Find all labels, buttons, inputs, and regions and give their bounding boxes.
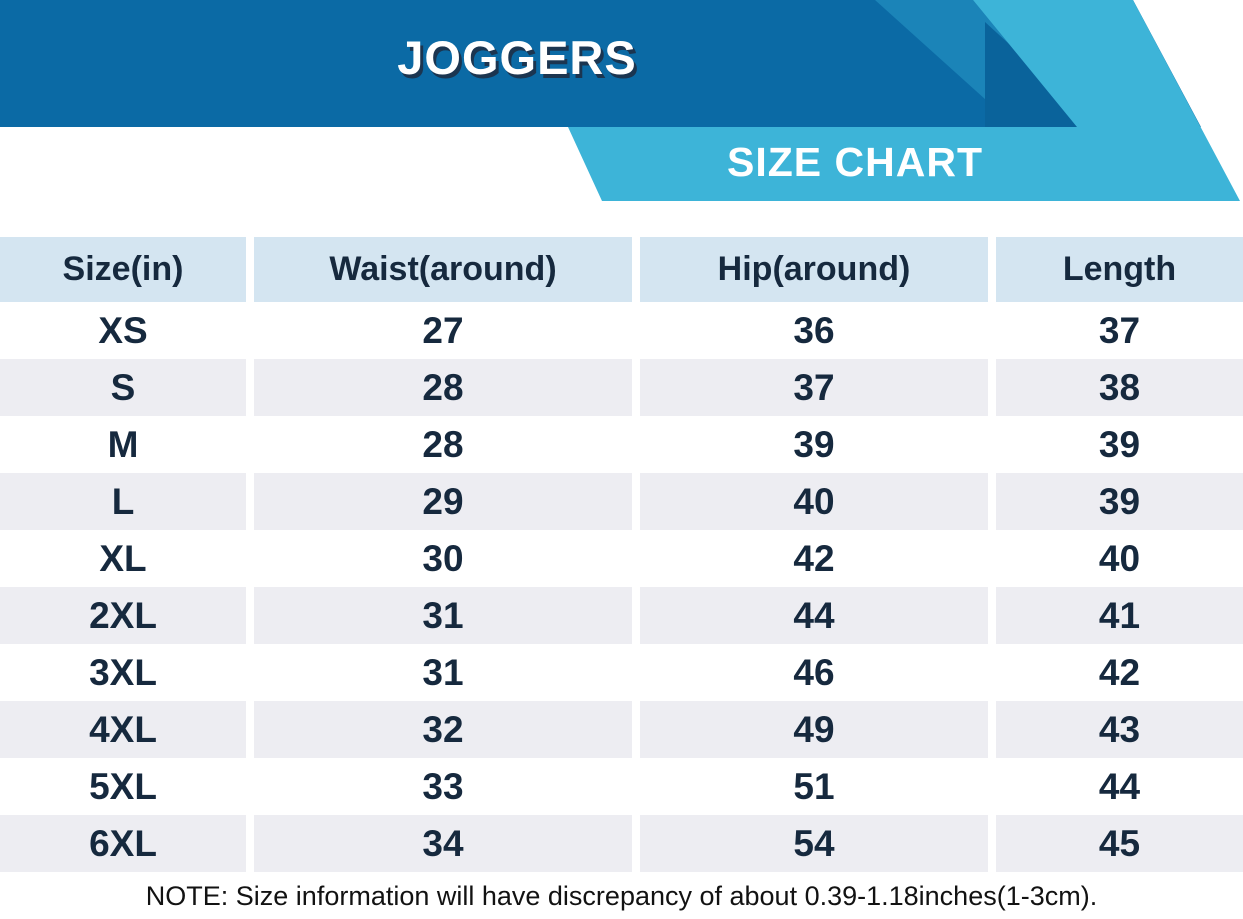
- table-row: 4XL 32 49 43: [0, 701, 1243, 758]
- size-cell: 2XL: [0, 587, 246, 644]
- size-cell: L: [0, 473, 246, 530]
- column-header-length: Length: [996, 237, 1243, 302]
- table-row: XS 27 36 37: [0, 302, 1243, 359]
- table-row: 3XL 31 46 42: [0, 644, 1243, 701]
- value-cell: 40: [996, 530, 1243, 587]
- value-cell: 49: [640, 701, 988, 758]
- size-table: Size(in) Waist(around) Hip(around) Lengt…: [0, 237, 1243, 872]
- table-row: 2XL 31 44 41: [0, 587, 1243, 644]
- value-cell: 44: [640, 587, 988, 644]
- value-cell: 39: [996, 416, 1243, 473]
- value-cell: 31: [254, 644, 632, 701]
- table-body: XS 27 36 37 S 28 37 38 M 28 39 39 L 29 40 39 XL 30 42 40 2XL…: [0, 302, 1243, 872]
- column-header-size: Size(in): [0, 237, 246, 302]
- value-cell: 39: [996, 473, 1243, 530]
- column-header-waist: Waist(around): [254, 237, 632, 302]
- value-cell: 41: [996, 587, 1243, 644]
- value-cell: 30: [254, 530, 632, 587]
- value-cell: 39: [640, 416, 988, 473]
- value-cell: 43: [996, 701, 1243, 758]
- value-cell: 42: [996, 644, 1243, 701]
- value-cell: 37: [996, 302, 1243, 359]
- size-cell: 4XL: [0, 701, 246, 758]
- value-cell: 45: [996, 815, 1243, 872]
- value-cell: 38: [996, 359, 1243, 416]
- value-cell: 27: [254, 302, 632, 359]
- value-cell: 33: [254, 758, 632, 815]
- value-cell: 32: [254, 701, 632, 758]
- value-cell: 36: [640, 302, 988, 359]
- value-cell: 44: [996, 758, 1243, 815]
- size-cell: XS: [0, 302, 246, 359]
- table-row: L 29 40 39: [0, 473, 1243, 530]
- table-row: S 28 37 38: [0, 359, 1243, 416]
- value-cell: 28: [254, 359, 632, 416]
- column-header-hip: Hip(around): [640, 237, 988, 302]
- size-cell: XL: [0, 530, 246, 587]
- ribbon-title: SIZE CHART: [727, 139, 983, 185]
- value-cell: 51: [640, 758, 988, 815]
- size-cell: S: [0, 359, 246, 416]
- value-cell: 31: [254, 587, 632, 644]
- table-row: 6XL 34 54 45: [0, 815, 1243, 872]
- size-cell: 6XL: [0, 815, 246, 872]
- table-row: M 28 39 39: [0, 416, 1243, 473]
- size-cell: 5XL: [0, 758, 246, 815]
- value-cell: 40: [640, 473, 988, 530]
- size-cell: M: [0, 416, 246, 473]
- value-cell: 46: [640, 644, 988, 701]
- page-title: JOGGERS: [397, 31, 637, 84]
- table-row: 5XL 33 51 44: [0, 758, 1243, 815]
- note-text: NOTE: Size information will have discrep…: [145, 881, 1098, 911]
- table-row: XL 30 42 40: [0, 530, 1243, 587]
- value-cell: 29: [254, 473, 632, 530]
- value-cell: 28: [254, 416, 632, 473]
- value-cell: 54: [640, 815, 988, 872]
- value-cell: 42: [640, 530, 988, 587]
- table-header-row: Size(in) Waist(around) Hip(around) Lengt…: [0, 237, 1243, 302]
- size-cell: 3XL: [0, 644, 246, 701]
- value-cell: 34: [254, 815, 632, 872]
- value-cell: 37: [640, 359, 988, 416]
